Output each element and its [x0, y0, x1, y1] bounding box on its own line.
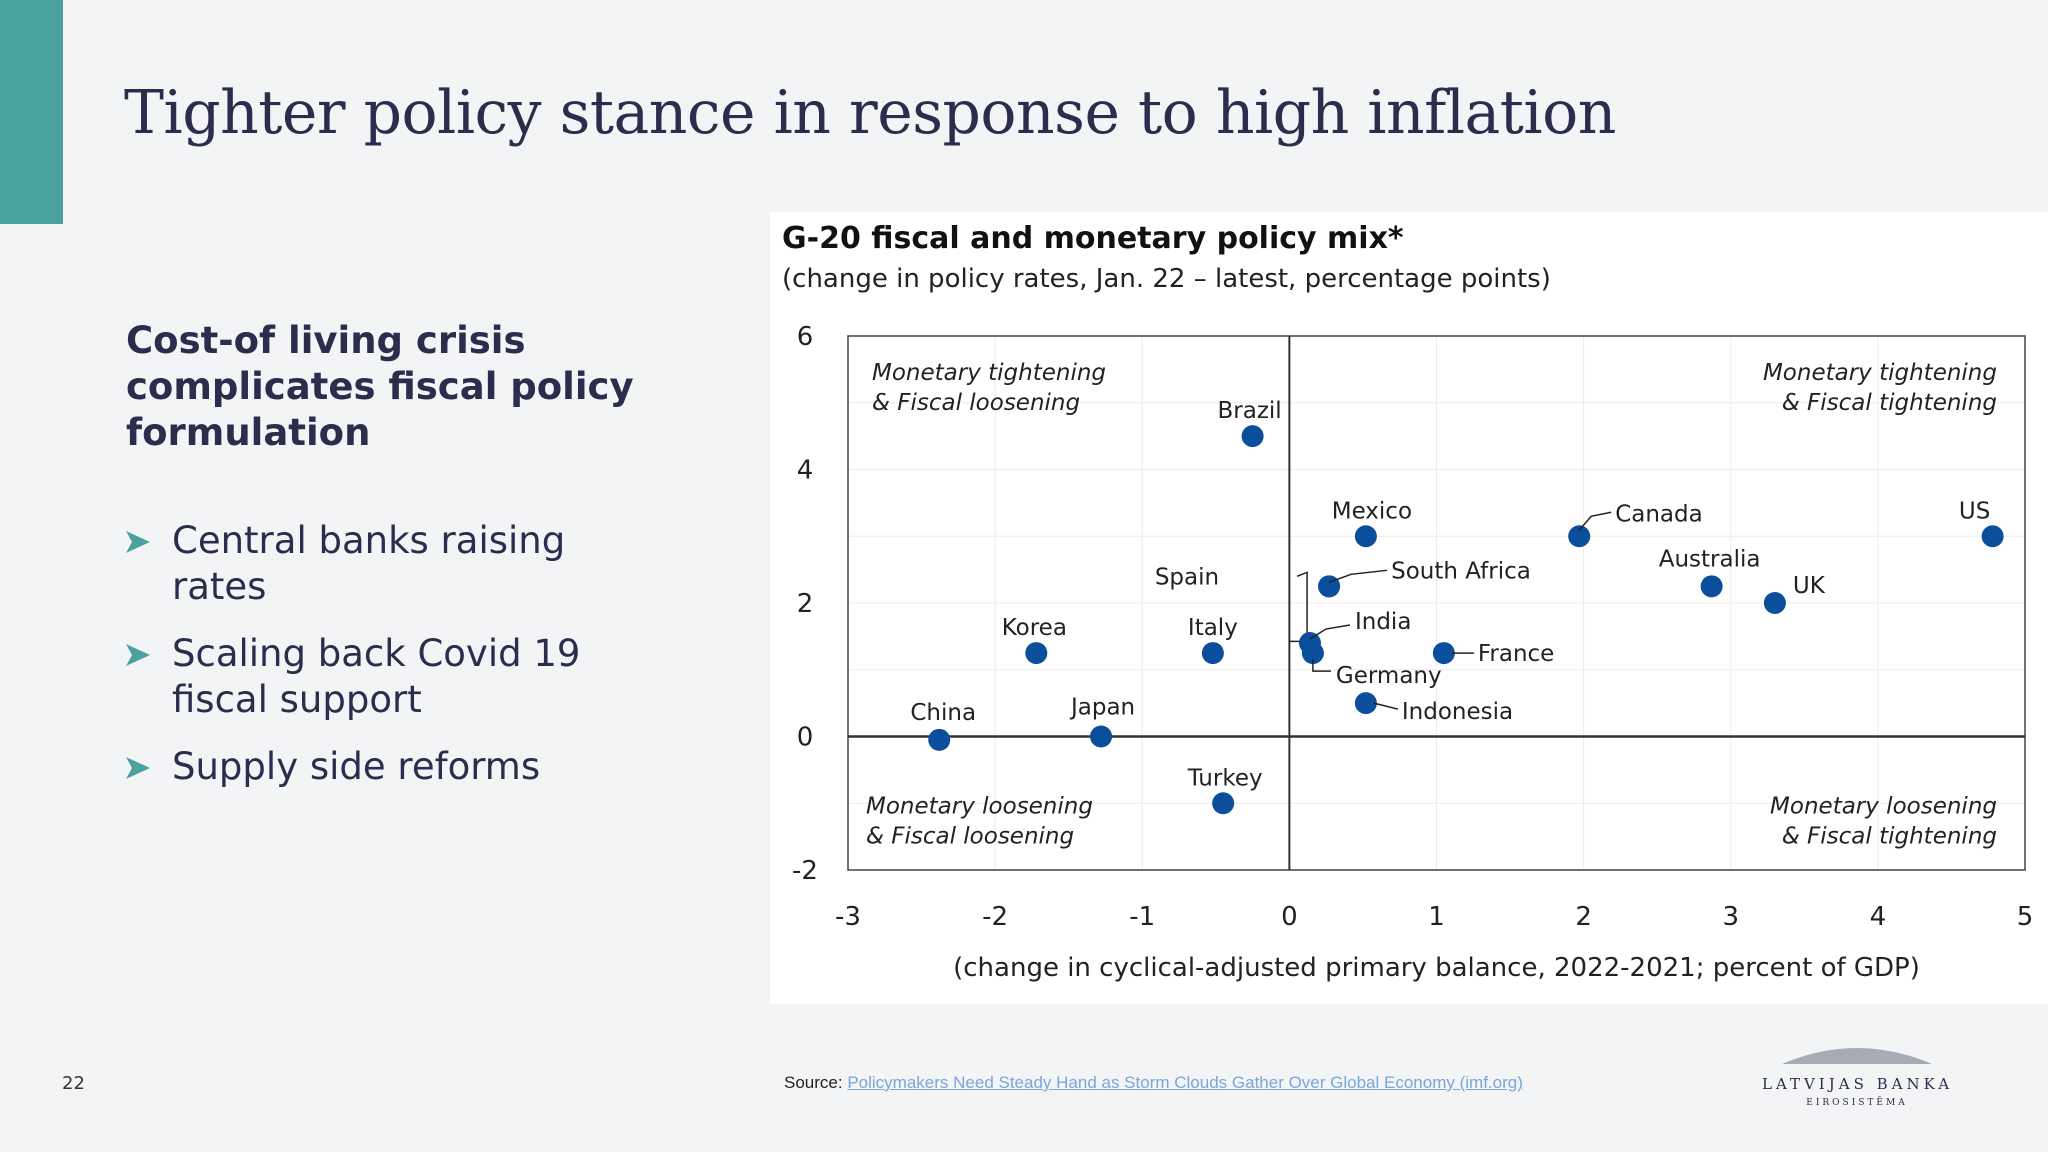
latvijas-banka-logo: LATVIJAS BANKA EIROSISTĒMA — [1762, 1040, 1952, 1112]
data-point — [1763, 592, 1786, 614]
x-tick-label: -2 — [982, 902, 1008, 932]
source-line: Source: Policymakers Need Steady Hand as… — [784, 1073, 1523, 1093]
x-tick-label: 4 — [1870, 902, 1887, 932]
bullet-item: Scaling back Covid 19 fiscal support — [124, 631, 644, 723]
x-tick-label: 1 — [1428, 902, 1445, 932]
data-point — [1025, 642, 1048, 665]
data-point — [1432, 642, 1455, 665]
y-tick-label: -2 — [792, 856, 818, 886]
data-point — [1568, 525, 1591, 548]
accent-bar — [0, 0, 63, 224]
x-tick-label: 2 — [1575, 902, 1592, 932]
data-point-label: Brazil — [1218, 398, 1282, 424]
quadrant-label: Monetary tightening — [872, 360, 1106, 386]
data-point-label: Japan — [1069, 695, 1135, 721]
quadrant-label: Monetary loosening — [866, 793, 1093, 819]
logo-name: LATVIJAS BANKA — [1762, 1075, 1954, 1093]
data-point-label: Mexico — [1332, 498, 1412, 524]
data-point — [1212, 792, 1235, 815]
bullet-text: Supply side reforms — [172, 745, 541, 788]
y-tick-label: 0 — [797, 723, 814, 753]
slide-title: Tighter policy stance in response to hig… — [124, 78, 1616, 148]
data-point-label: Canada — [1615, 501, 1703, 527]
x-tick-label: 3 — [1722, 902, 1739, 932]
data-point — [1201, 642, 1224, 665]
quadrant-label: Monetary tightening — [1763, 360, 1997, 386]
y-tick-label: 6 — [797, 322, 814, 352]
data-point-label: Korea — [1002, 615, 1067, 641]
x-tick-label: -1 — [1129, 902, 1155, 932]
chart-panel: G-20 fiscal and monetary policy mix* (cha… — [770, 212, 2048, 1004]
source-label: Source: — [784, 1073, 843, 1092]
label-leader-line — [1312, 659, 1331, 672]
label-leader-line — [1578, 511, 1612, 531]
quadrant-label: & Fiscal loosening — [866, 823, 1074, 849]
data-point-label: Spain — [1155, 564, 1219, 590]
page-number: 22 — [62, 1073, 85, 1094]
data-point — [1700, 575, 1723, 598]
data-point — [1301, 642, 1324, 665]
quadrant-label: Monetary loosening — [1770, 793, 1997, 819]
label-leader-line — [1289, 571, 1308, 643]
data-point-label: Italy — [1188, 615, 1238, 641]
bullet-text: Central banks raising rates — [172, 519, 566, 608]
data-point-label: China — [910, 700, 976, 726]
x-tick-label: 5 — [2017, 902, 2034, 932]
chart-subtitle: (change in policy rates, Jan. 22 – lates… — [782, 264, 1551, 294]
y-tick-label: 4 — [797, 456, 814, 486]
label-leader-line — [1328, 569, 1388, 584]
quadrant-label: & Fiscal tightening — [1782, 390, 1997, 416]
label-leader-line — [1309, 624, 1351, 640]
x-axis-label: (change in cyclical-adjusted primary bal… — [953, 953, 1920, 983]
bullet-list: Central banks raising rates Scaling back… — [124, 518, 644, 811]
data-point — [928, 728, 951, 751]
data-point — [1354, 692, 1377, 715]
data-point-label: South Africa — [1391, 558, 1531, 584]
scatter-chart: G-20 fiscal and monetary policy mix* (cha… — [782, 221, 2034, 983]
source-link[interactable]: Policymakers Need Steady Hand as Storm C… — [847, 1073, 1523, 1092]
quadrant-label: & Fiscal tightening — [1782, 823, 1997, 849]
arrow-right-icon — [126, 531, 150, 553]
data-point — [1241, 425, 1264, 448]
data-point — [1354, 525, 1377, 548]
arrow-right-icon — [126, 757, 150, 779]
data-point-label: Indonesia — [1402, 699, 1513, 725]
data-point-label: India — [1355, 609, 1411, 635]
data-point — [1090, 725, 1113, 748]
x-tick-label: 0 — [1281, 902, 1298, 932]
slide-subheading: Cost-of living crisis complicates fiscal… — [126, 319, 634, 454]
data-point-label: UK — [1793, 573, 1826, 599]
plot-border — [847, 335, 2026, 871]
x-tick-label: -3 — [835, 902, 861, 932]
logo-dome-icon — [1782, 1048, 1932, 1064]
logo-sub: EIROSISTĒMA — [1806, 1098, 1908, 1108]
bullet-text: Scaling back Covid 19 fiscal support — [172, 632, 581, 721]
quadrant-label: & Fiscal loosening — [872, 390, 1080, 416]
bullet-item: Supply side reforms — [124, 744, 644, 790]
data-point — [1318, 575, 1341, 598]
data-point-label: France — [1478, 641, 1554, 667]
data-point-label: Turkey — [1187, 765, 1263, 791]
label-leader-line — [1373, 702, 1399, 710]
data-point-label: Australia — [1659, 546, 1761, 572]
chart-title: G-20 fiscal and monetary policy mix* — [782, 221, 1404, 256]
arrow-right-icon — [126, 644, 150, 666]
data-point — [1981, 525, 2004, 548]
bullet-item: Central banks raising rates — [124, 518, 644, 610]
data-point-label: US — [1959, 498, 1990, 524]
data-point-label: Germany — [1336, 663, 1442, 689]
y-tick-label: 2 — [797, 589, 814, 619]
